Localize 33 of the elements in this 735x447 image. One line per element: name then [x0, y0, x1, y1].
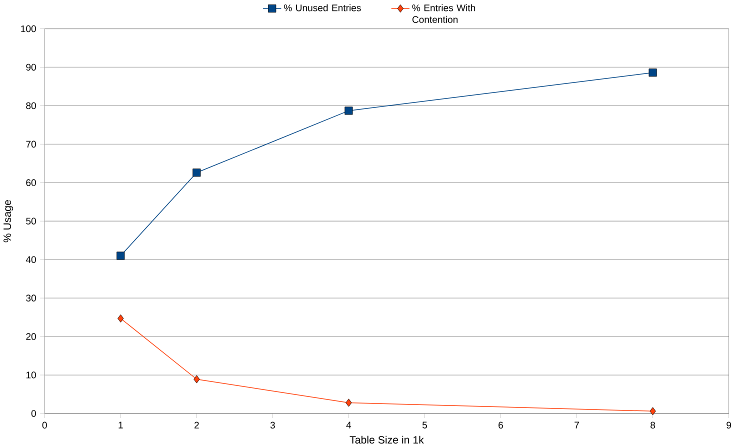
y-tick-label: 70	[26, 140, 36, 148]
point	[118, 314, 124, 322]
x-tick-label: 7	[574, 422, 579, 428]
y-tick-label: 50	[26, 218, 36, 224]
y-tick-label: 0	[31, 410, 36, 417]
x-tick-label: 6	[498, 422, 503, 428]
x-tick-label: 5	[422, 422, 427, 428]
x-tick-label: 8	[650, 422, 656, 428]
y-tick-label: 40	[26, 256, 36, 263]
x-tick-label: 1	[118, 422, 123, 428]
y-tick-label: 20	[26, 333, 36, 340]
point	[648, 68, 657, 77]
x-axis-title: Table Size in 1k	[350, 436, 424, 444]
y-axis-title: % Usage	[4, 200, 14, 242]
y-tick-label: 10	[26, 372, 36, 378]
point	[194, 375, 200, 384]
legend-label: % Unused Entries	[284, 4, 361, 12]
point	[344, 106, 353, 115]
y-tick-label: 60	[26, 179, 36, 186]
y-tick-label: 90	[26, 64, 36, 71]
point	[346, 398, 352, 407]
point	[116, 252, 125, 260]
x-tick-label: 3	[270, 422, 275, 428]
y-tick-label: 100	[21, 25, 36, 32]
x-tick-label: 4	[346, 422, 352, 428]
legend-label: % Entries With Contention	[412, 4, 476, 23]
y-tick-label: 80	[26, 102, 36, 110]
x-tick-label: 0	[42, 422, 47, 428]
point	[650, 407, 656, 416]
x-tick-label: 2	[194, 422, 199, 428]
point	[192, 168, 201, 177]
y-tick-label: 30	[26, 294, 36, 302]
x-tick-label: 9	[726, 422, 732, 428]
